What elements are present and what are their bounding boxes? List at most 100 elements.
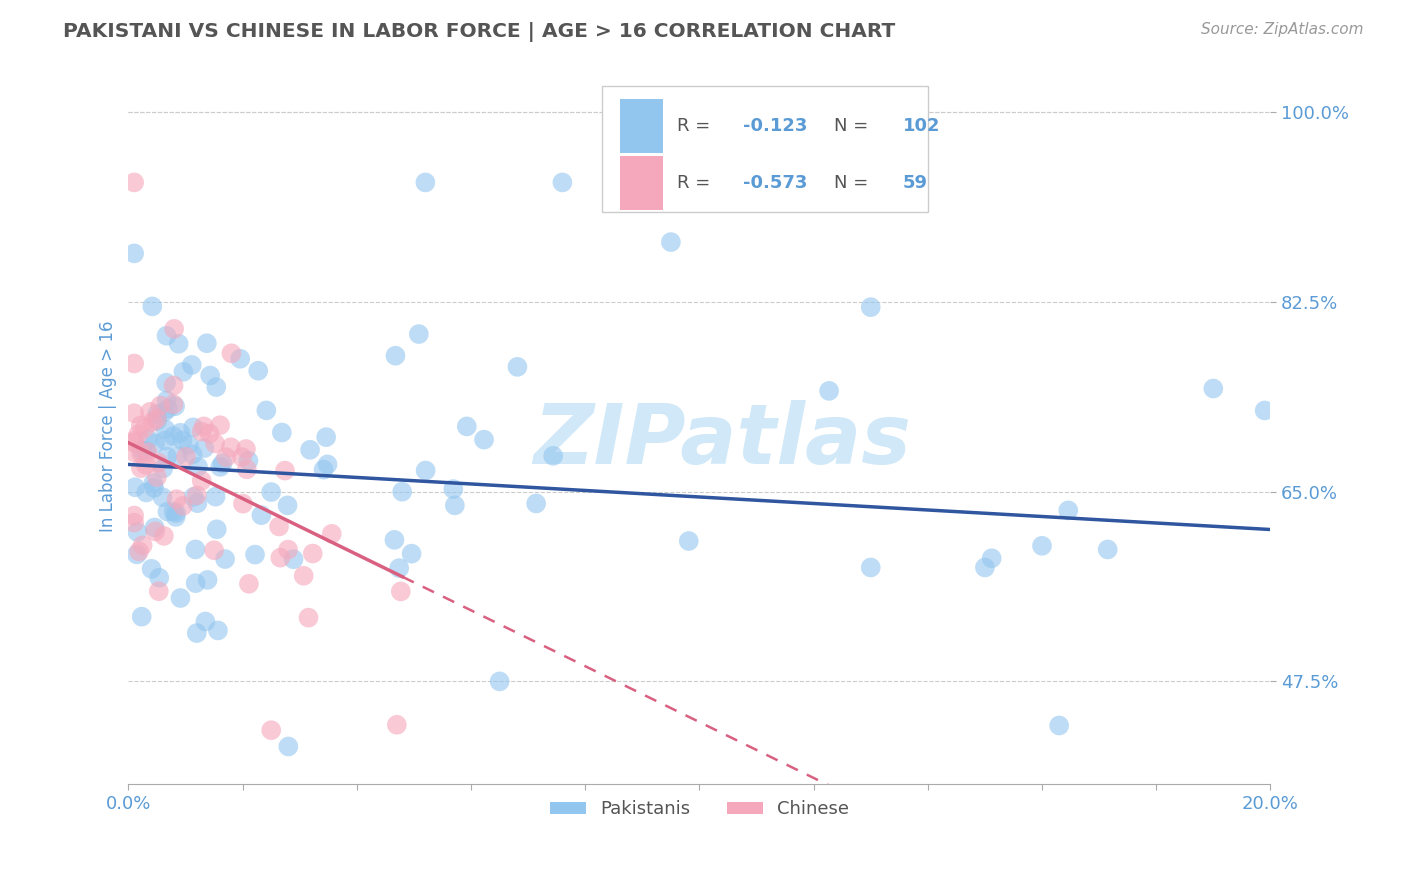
Point — [148, 571, 170, 585]
Point — [506, 359, 529, 374]
Point — [198, 368, 221, 383]
Point — [197, 573, 219, 587]
Point — [155, 422, 177, 436]
Point — [980, 551, 1002, 566]
Point — [131, 538, 153, 552]
Point — [541, 449, 564, 463]
Point — [141, 562, 163, 576]
FancyBboxPatch shape — [602, 87, 928, 211]
Text: -0.123: -0.123 — [742, 117, 807, 135]
Point — [1253, 403, 1275, 417]
Point — [153, 434, 176, 448]
Point — [238, 453, 260, 467]
Point — [254, 403, 277, 417]
FancyBboxPatch shape — [620, 99, 662, 153]
Point — [163, 505, 186, 519]
Point — [186, 626, 208, 640]
Point — [163, 322, 186, 336]
Point — [384, 533, 406, 547]
Point — [167, 336, 190, 351]
Point — [456, 419, 478, 434]
Point — [169, 591, 191, 605]
Point — [172, 499, 194, 513]
Point — [186, 488, 208, 502]
Point — [162, 429, 184, 443]
Point — [818, 384, 841, 398]
Point — [148, 584, 170, 599]
Point — [183, 490, 205, 504]
Point — [139, 405, 162, 419]
Point — [172, 365, 194, 379]
Point — [204, 436, 226, 450]
Point — [146, 414, 169, 428]
Point — [283, 552, 305, 566]
Point — [205, 522, 228, 536]
Point — [122, 434, 145, 448]
Point — [389, 584, 412, 599]
Point — [472, 433, 495, 447]
Point — [135, 485, 157, 500]
Point — [143, 520, 166, 534]
Point — [202, 543, 225, 558]
Point — [277, 739, 299, 754]
Point — [143, 524, 166, 539]
Point — [122, 445, 145, 459]
Point — [321, 526, 343, 541]
Point — [277, 542, 299, 557]
Point — [165, 509, 187, 524]
Point — [165, 399, 187, 413]
Point — [135, 443, 157, 458]
Text: PAKISTANI VS CHINESE IN LABOR FORCE | AGE > 16 CORRELATION CHART: PAKISTANI VS CHINESE IN LABOR FORCE | AG… — [63, 22, 896, 42]
Point — [207, 624, 229, 638]
Point — [156, 450, 179, 464]
Point — [181, 420, 204, 434]
Point — [1097, 542, 1119, 557]
Point — [131, 443, 153, 458]
Point — [165, 506, 187, 520]
Text: 59: 59 — [903, 174, 928, 192]
Point — [177, 438, 200, 452]
Point — [232, 497, 254, 511]
Point — [235, 442, 257, 456]
Point — [260, 485, 283, 500]
Point — [1202, 382, 1225, 396]
Point — [184, 542, 207, 557]
Point — [297, 610, 319, 624]
Point — [859, 560, 882, 574]
Point — [146, 412, 169, 426]
Point — [238, 576, 260, 591]
Point — [122, 508, 145, 523]
Point — [128, 544, 150, 558]
Point — [136, 445, 159, 459]
Y-axis label: In Labor Force | Age > 16: In Labor Force | Age > 16 — [100, 321, 117, 533]
Point — [236, 462, 259, 476]
Point — [155, 328, 177, 343]
Point — [1031, 539, 1053, 553]
Point — [231, 450, 253, 464]
Text: N =: N = — [834, 174, 875, 192]
Text: -0.573: -0.573 — [742, 174, 807, 192]
Point — [136, 432, 159, 446]
Point — [146, 407, 169, 421]
Text: R =: R = — [676, 174, 716, 192]
Point — [162, 378, 184, 392]
Point — [301, 547, 323, 561]
Point — [129, 446, 152, 460]
Point — [156, 505, 179, 519]
Point — [488, 674, 510, 689]
Point — [127, 427, 149, 442]
Point — [205, 380, 228, 394]
Point — [441, 482, 464, 496]
Text: 102: 102 — [903, 117, 941, 135]
Point — [315, 430, 337, 444]
Point — [174, 450, 197, 464]
Point — [131, 609, 153, 624]
Point — [148, 456, 170, 470]
Point — [299, 442, 322, 457]
Point — [129, 461, 152, 475]
Point — [408, 327, 430, 342]
Point — [204, 490, 226, 504]
Point — [277, 499, 299, 513]
Point — [194, 615, 217, 629]
Point — [215, 450, 238, 464]
